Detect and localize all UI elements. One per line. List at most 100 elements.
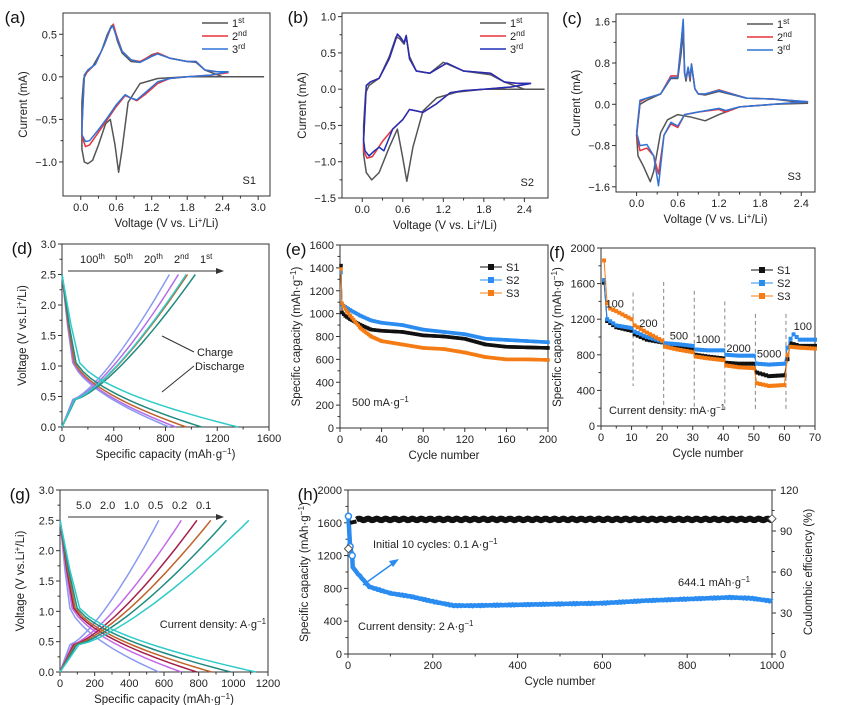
panel-a: 0.0 0.6 1.2 1.8 2.4 3.0 −1.0 −0.5 0.0 0.5 Voltage …: [5, 8, 271, 230]
data-point-S2: [709, 348, 714, 353]
x-tick-label: 1.2: [144, 202, 159, 214]
data-point-S2: [605, 317, 610, 322]
y-tick-label: 600: [316, 354, 334, 366]
x-tick-label: 80: [417, 434, 429, 446]
superscript: st: [516, 16, 523, 25]
y2-tick-label: 120: [780, 485, 798, 497]
rate-label: 500: [670, 331, 688, 343]
label-part: 1: [232, 18, 238, 30]
x-tick-label: 20: [656, 432, 668, 444]
initial-cycles-arrow: [362, 561, 396, 586]
data-point-S1: [626, 328, 631, 333]
y-tick-label: −0.8: [588, 141, 610, 153]
superscript: +: [198, 216, 203, 225]
data-point-S3: [702, 355, 707, 360]
capacity-initial-point: [348, 551, 356, 560]
data-point-S2: [620, 324, 625, 329]
data-point-S1: [748, 361, 753, 366]
charge-curve-100th: [61, 274, 171, 428]
x-tick-label: 2.4: [215, 202, 230, 214]
y-tick-label: 1200: [318, 551, 342, 563]
charge-curve-2.0: [59, 519, 182, 673]
data-point-S2: [748, 353, 753, 358]
label-part: 500 mA·g: [352, 397, 400, 409]
y-tick-label: 1200: [571, 314, 595, 326]
data-point-S3: [660, 338, 665, 343]
x-tick-label: 400: [105, 433, 123, 445]
data-point-S1: [813, 343, 817, 348]
data-point-S1: [803, 343, 808, 348]
y-tick-label: 0.8: [595, 58, 610, 70]
label-part: Current (mA): [297, 72, 309, 139]
x-tick-label: 1.2: [711, 198, 726, 210]
data-point-S2: [806, 337, 811, 342]
data-point-S3: [626, 315, 631, 320]
data-point-S2: [809, 337, 814, 342]
data-point-S3: [730, 364, 735, 369]
rate-annotation: 500 mA·g−1​: [352, 395, 409, 409]
data-point-S2: [797, 337, 802, 342]
coulombic-efficiency-curve: [355, 515, 774, 524]
data-point-S1: [745, 361, 750, 366]
y-tick-label: 0: [328, 423, 334, 435]
panel-f: 0 10 20 30 40 50 60 70 0 400 800 1200 1600 2000 Cycle …: [549, 243, 821, 460]
charge-curve-0.5: [59, 519, 212, 673]
x-tick-label: 200: [539, 434, 557, 446]
superscript: nd: [180, 252, 189, 261]
data-point-S3: [813, 346, 817, 351]
x-axis-label: Cycle number: [673, 448, 744, 460]
label-part: Initial 10 cycles: 0.1 A·g: [373, 539, 489, 551]
data-point-S1: [809, 343, 814, 348]
label-part: Voltage (V vs.Li: [15, 551, 27, 631]
data-point-S3: [351, 317, 356, 322]
data-point-S2: [761, 362, 766, 367]
legend-label: S2: [506, 275, 519, 287]
superscript: −1: [221, 692, 231, 701]
data-point-S2: [696, 347, 701, 352]
superscript: nd: [516, 29, 525, 38]
y2-tick-label: 60: [780, 567, 792, 579]
x-tick-label: 3.0: [251, 202, 266, 214]
data-point-S3: [644, 330, 649, 335]
y-axis-label: Specific capacity (mAh·g−1​): [297, 502, 311, 642]
label-part: Cycle number: [409, 450, 480, 462]
data-point-S2: [669, 341, 674, 346]
discharge-pointer: [161, 365, 195, 393]
data-point-S1: [730, 361, 735, 366]
y-tick-label: 0.5: [42, 29, 57, 41]
data-point-S1: [761, 372, 766, 377]
superscript: th: [156, 252, 163, 261]
data-point-S3: [663, 344, 668, 349]
discharge-curve-2nd: [61, 274, 202, 428]
data-point-S3: [629, 317, 634, 322]
data-point-S1: [339, 263, 343, 268]
panel-h: 0 200 400 600 800 10000400800120016002000Cycl…: [297, 485, 815, 688]
superscript: st: [206, 252, 213, 261]
data-point-S2: [754, 361, 759, 366]
data-point-S3: [611, 307, 616, 312]
x-tick-label: 1000: [221, 678, 245, 690]
data-point-S3: [751, 366, 756, 371]
x-axis-label: Voltage (V vs. Li+​/Li): [393, 218, 497, 232]
data-point-S3: [800, 345, 805, 350]
data-point-S3: [354, 321, 359, 326]
x-tick-label: 600: [155, 678, 173, 690]
data-point-S3: [623, 313, 628, 318]
data-point-S3: [341, 304, 346, 308]
panel-d: 0 400 800 1200 1600 0.0 0.5 1.0 1.5 2.0 2.5 3.0 Spec…: [12, 239, 282, 461]
x-tick-label: 1.8: [180, 202, 195, 214]
y-tick-label: 0.5: [39, 637, 54, 649]
data-point-S3: [340, 301, 344, 306]
x-tick-label: 60: [778, 432, 790, 444]
data-point-S3: [617, 310, 622, 315]
rate-label: 0.2: [172, 500, 187, 512]
label-part: 50: [114, 254, 126, 266]
superscript: −1: [716, 403, 726, 412]
charge-pointer: [161, 335, 195, 353]
data-point-S3: [608, 306, 613, 311]
legend-marker: [488, 264, 494, 270]
y-tick-label: 1600: [318, 518, 342, 530]
legend-label: 1st​: [232, 16, 245, 30]
y-tick-label: 1.0: [39, 606, 54, 618]
x-tick-label: 1.8: [752, 198, 767, 210]
